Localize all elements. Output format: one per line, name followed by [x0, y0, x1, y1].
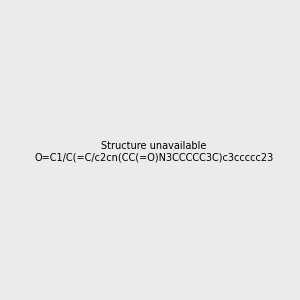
- Text: Structure unavailable
O=C1/C(=C/c2cn(CC(=O)N3CCCCC3C)c3ccccc23: Structure unavailable O=C1/C(=C/c2cn(CC(…: [34, 141, 273, 162]
